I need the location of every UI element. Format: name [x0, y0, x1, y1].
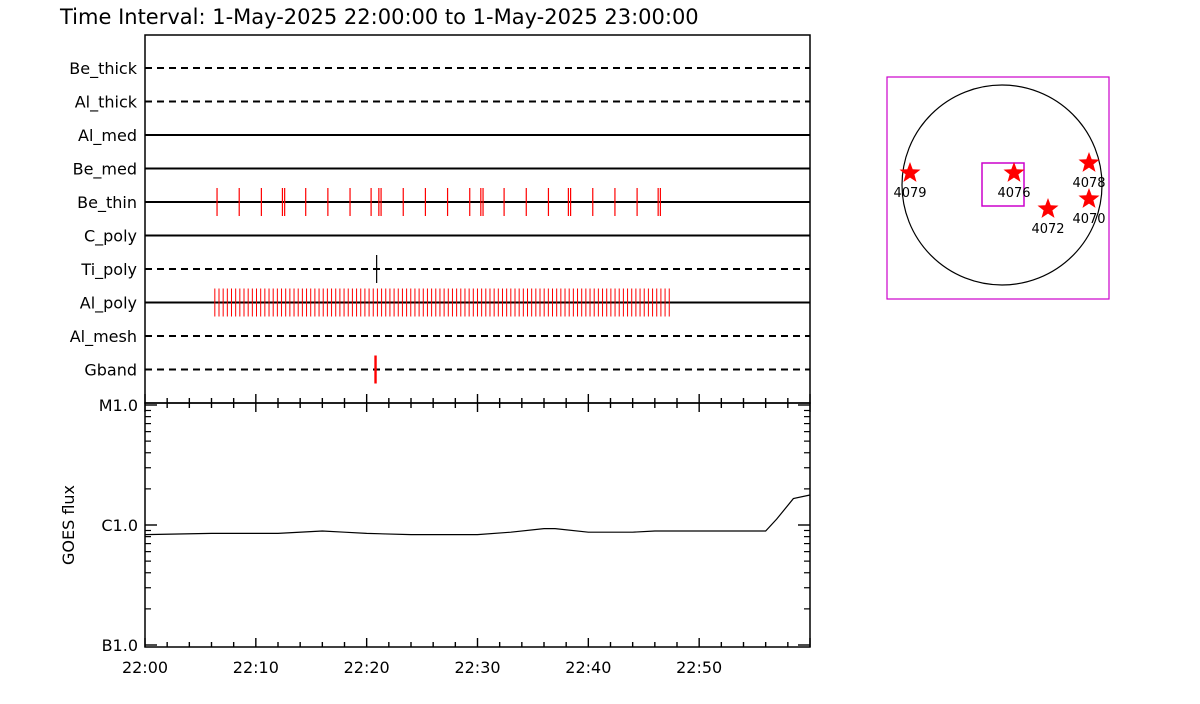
event-timeline-panel: Be_thick Al_thick Al_med Be_med Be_thin C_pol… — [69, 34, 811, 404]
region-label-4079: 4079 — [893, 186, 926, 201]
region-label-4072: 4072 — [1031, 222, 1064, 237]
timeline-frame — [144, 34, 811, 404]
time-interval-title: Time Interval: 1-May-2025 22:00:00 to 1-… — [59, 5, 699, 29]
row-label-Al_poly: Al_poly — [80, 294, 137, 314]
row-label-Be_thin: Be_thin — [77, 193, 137, 213]
goes-frame — [144, 402, 811, 648]
row-label-Be_med: Be_med — [73, 160, 137, 180]
row-label-Al_med: Al_med — [78, 126, 137, 146]
x-tick-label: 22:10 — [233, 658, 279, 677]
region-star-4076 — [1003, 162, 1025, 182]
solar-disk-map: 4079 4076 4078 4072 4070 — [886, 76, 1110, 300]
region-label-4078: 4078 — [1072, 176, 1105, 191]
map-frame — [886, 76, 1110, 300]
row-label-Gband: Gband — [84, 361, 137, 380]
x-tick-label: 22:40 — [565, 658, 611, 677]
x-tick-label: 22:30 — [454, 658, 500, 677]
row-label-Be_thick: Be_thick — [69, 59, 137, 79]
x-tick-label: 22:50 — [676, 658, 722, 677]
region-label-4076: 4076 — [997, 186, 1030, 201]
row-label-Al_thick: Al_thick — [75, 93, 138, 113]
x-tick-label: 22:20 — [344, 658, 390, 677]
row-label-C_poly: C_poly — [84, 227, 137, 247]
x-tick-label: 22:00 — [122, 658, 168, 677]
row-label-Ti_poly: Ti_poly — [80, 260, 137, 280]
row-label-Al_mesh: Al_mesh — [70, 327, 137, 347]
region-star-4078 — [1078, 152, 1100, 172]
y-tick-label: B1.0 — [102, 636, 138, 655]
goes-flux-panel: 22:00 22:10 22:20 22:30 22:40 22:50 B1.0 C1.0 M1… — [59, 396, 811, 677]
y-axis-label: GOES flux — [59, 485, 78, 565]
fov-box — [981, 162, 1025, 207]
y-tick-label: M1.0 — [99, 396, 138, 415]
y-tick-label: C1.0 — [101, 516, 138, 535]
solar-disk — [901, 84, 1103, 286]
region-star-4070 — [1078, 188, 1100, 208]
goes-flux-line — [144, 494, 811, 536]
region-label-4070: 4070 — [1072, 212, 1105, 227]
region-star-4072 — [1037, 198, 1059, 218]
region-star-4079 — [899, 162, 921, 182]
